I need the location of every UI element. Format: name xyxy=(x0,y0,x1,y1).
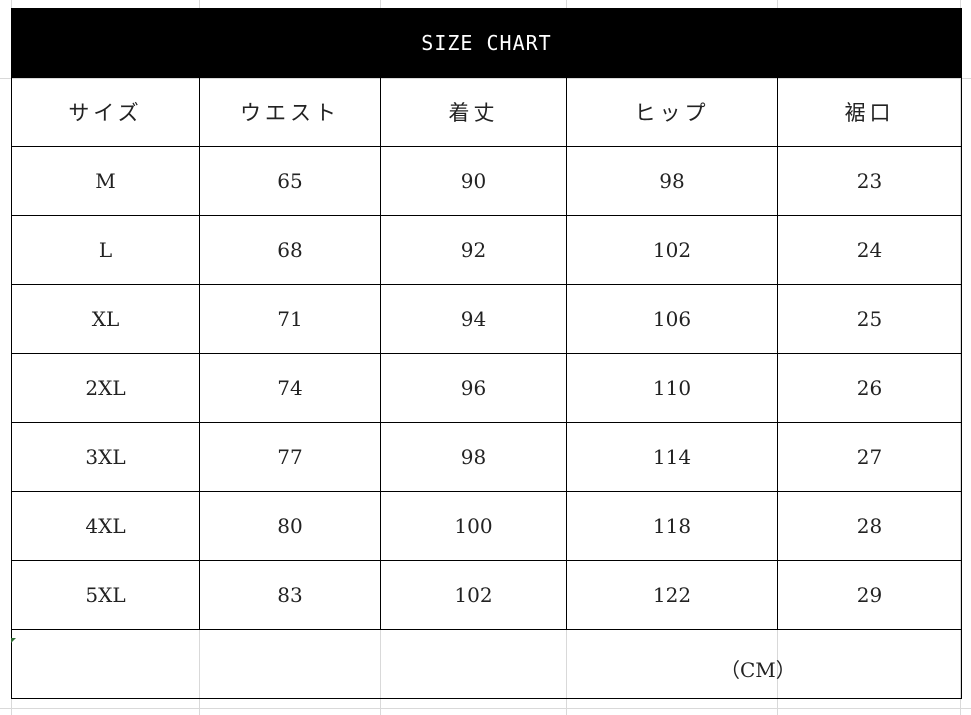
value-cell[interactable]: 110 xyxy=(566,353,778,423)
value-cell[interactable]: 29 xyxy=(776,560,963,630)
table-row: 5XL 83 102 122 29 xyxy=(11,560,963,630)
column-header[interactable]: 着丈 xyxy=(380,77,567,147)
value-cell[interactable]: 65 xyxy=(199,146,381,216)
column-header[interactable]: ヒップ xyxy=(566,77,778,147)
unit-cell[interactable]: （CM） xyxy=(10,629,963,699)
column-header[interactable]: ウエスト xyxy=(199,77,381,147)
table-row: 4XL 80 100 118 28 xyxy=(11,491,963,561)
size-cell[interactable]: L xyxy=(11,215,200,285)
value-cell[interactable]: 90 xyxy=(380,146,567,216)
title-row: SIZE CHART xyxy=(10,8,963,78)
value-cell[interactable]: 80 xyxy=(199,491,381,561)
size-chart-table: SIZE CHART サイズ ウエスト 着丈 ヒップ 裾口 M 65 90 98 23 L 68 92… xyxy=(10,8,963,699)
unit-label: （CM） xyxy=(720,658,796,682)
header-row: サイズ ウエスト 着丈 ヒップ 裾口 xyxy=(11,77,963,147)
value-cell[interactable]: 74 xyxy=(199,353,381,423)
value-cell[interactable]: 24 xyxy=(776,215,963,285)
value-cell[interactable]: 26 xyxy=(776,353,963,423)
value-cell[interactable]: 106 xyxy=(566,284,778,354)
value-cell[interactable]: 118 xyxy=(566,491,778,561)
table-row: 2XL 74 96 110 26 xyxy=(11,353,963,423)
value-cell[interactable]: 100 xyxy=(380,491,567,561)
value-cell[interactable]: 122 xyxy=(566,560,778,630)
chart-title[interactable]: SIZE CHART xyxy=(10,8,963,78)
value-cell[interactable]: 83 xyxy=(199,560,381,630)
size-cell[interactable]: 3XL xyxy=(11,422,200,492)
value-cell[interactable]: 77 xyxy=(199,422,381,492)
table-row: L 68 92 102 24 xyxy=(11,215,963,285)
value-cell[interactable]: 114 xyxy=(566,422,778,492)
value-cell[interactable]: 68 xyxy=(199,215,381,285)
table-row: M 65 90 98 23 xyxy=(11,146,963,216)
value-cell[interactable]: 102 xyxy=(380,560,567,630)
value-cell[interactable]: 98 xyxy=(380,422,567,492)
value-cell[interactable]: 96 xyxy=(380,353,567,423)
value-cell[interactable]: 92 xyxy=(380,215,567,285)
value-cell[interactable]: 94 xyxy=(380,284,567,354)
table-row: XL 71 94 106 25 xyxy=(11,284,963,354)
size-cell[interactable]: 5XL xyxy=(11,560,200,630)
value-cell[interactable]: 71 xyxy=(199,284,381,354)
table-row: 3XL 77 98 114 27 xyxy=(11,422,963,492)
value-cell[interactable]: 102 xyxy=(566,215,778,285)
value-cell[interactable]: 28 xyxy=(776,491,963,561)
value-cell[interactable]: 23 xyxy=(776,146,963,216)
column-header[interactable]: サイズ xyxy=(11,77,200,147)
value-cell[interactable]: 25 xyxy=(776,284,963,354)
footer-row: （CM） xyxy=(10,629,963,699)
value-cell[interactable]: 27 xyxy=(776,422,963,492)
column-header[interactable]: 裾口 xyxy=(776,77,963,147)
cell-comment-marker xyxy=(11,638,16,643)
sheet-gridline xyxy=(0,708,971,709)
value-cell[interactable]: 98 xyxy=(566,146,778,216)
size-cell[interactable]: M xyxy=(11,146,200,216)
size-cell[interactable]: 2XL xyxy=(11,353,200,423)
size-cell[interactable]: XL xyxy=(11,284,200,354)
size-cell[interactable]: 4XL xyxy=(11,491,200,561)
